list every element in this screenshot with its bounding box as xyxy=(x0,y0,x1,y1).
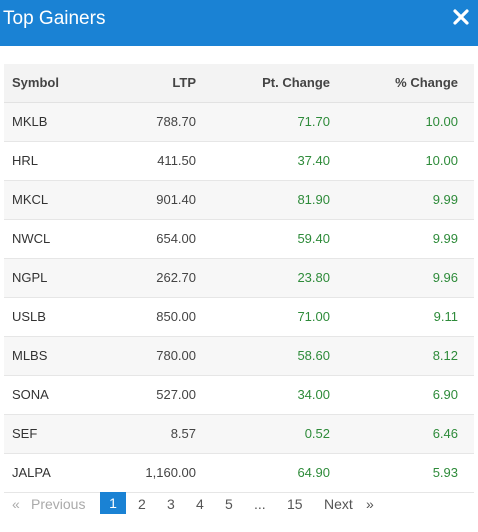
cell-pct-change: 6.46 xyxy=(432,426,458,441)
table-row[interactable]: USLB 850.00 71.00 9.11 xyxy=(4,297,474,336)
table-row[interactable]: NGPL 262.70 23.80 9.96 xyxy=(4,258,474,297)
page-link-1[interactable]: 1 xyxy=(100,492,126,514)
cell-pt-change: 58.60 xyxy=(297,348,330,363)
cell-pt-change: 71.00 xyxy=(297,309,330,324)
column-header-pct-change[interactable]: % Change xyxy=(338,64,474,103)
cell-pct-change: 10.00 xyxy=(425,153,458,168)
last-page-link[interactable]: » xyxy=(366,496,374,512)
cell-ltp: 1,160.00 xyxy=(145,465,196,480)
cell-symbol: HRL xyxy=(12,153,39,168)
close-icon[interactable] xyxy=(452,8,470,26)
cell-pt-change: 71.70 xyxy=(297,114,330,129)
cell-symbol: SEF xyxy=(12,426,38,441)
table-row[interactable]: MKLB 788.70 71.70 10.00 xyxy=(4,102,474,141)
cell-symbol: MKLB xyxy=(12,114,48,129)
cell-symbol: MLBS xyxy=(12,348,48,363)
page-link-15[interactable]: 15 xyxy=(287,496,303,512)
cell-pct-change: 9.11 xyxy=(433,309,458,324)
pagination-ellipsis: ... xyxy=(254,496,266,512)
table-header-row: Symbol LTP Pt. Change % Change xyxy=(4,64,474,103)
previous-page-link[interactable]: Previous xyxy=(31,496,86,512)
table-row[interactable]: MKCL 901.40 81.90 9.99 xyxy=(4,180,474,219)
table-row[interactable]: NWCL 654.00 59.40 9.99 xyxy=(4,219,474,258)
table-row[interactable]: JALPA 1,160.00 64.90 5.93 xyxy=(4,453,474,492)
page-link-4[interactable]: 4 xyxy=(196,496,204,512)
cell-pct-change: 9.99 xyxy=(432,192,458,207)
table-row[interactable]: MLBS 780.00 58.60 8.12 xyxy=(4,336,474,375)
cell-ltp: 901.40 xyxy=(156,192,196,207)
cell-pct-change: 9.96 xyxy=(432,270,458,285)
pagination: « Previous 1 2 3 4 5 ... 15 Next » xyxy=(4,492,474,516)
cell-pct-change: 5.93 xyxy=(432,465,458,480)
cell-pt-change: 0.52 xyxy=(304,426,330,441)
cell-pt-change: 81.90 xyxy=(297,192,330,207)
cell-symbol: MKCL xyxy=(12,192,49,207)
page-link-5[interactable]: 5 xyxy=(225,496,233,512)
modal-header: Top Gainers xyxy=(0,0,478,46)
cell-symbol: USLB xyxy=(12,309,46,324)
table-row[interactable]: SEF 8.57 0.52 6.46 xyxy=(4,414,474,453)
column-header-pt-change[interactable]: Pt. Change xyxy=(204,64,338,103)
cell-ltp: 411.50 xyxy=(157,153,196,168)
cell-pt-change: 37.40 xyxy=(297,153,330,168)
cell-pct-change: 10.00 xyxy=(425,114,458,129)
table-row[interactable]: SONA 527.00 34.00 6.90 xyxy=(4,375,474,414)
cell-pt-change: 59.40 xyxy=(297,231,330,246)
cell-pt-change: 34.00 xyxy=(297,387,330,402)
cell-ltp: 8.57 xyxy=(170,426,196,441)
column-header-symbol[interactable]: Symbol xyxy=(4,64,104,103)
next-page-link[interactable]: Next xyxy=(324,496,353,512)
cell-symbol: JALPA xyxy=(12,465,51,480)
cell-pct-change: 9.99 xyxy=(432,231,458,246)
cell-ltp: 262.70 xyxy=(156,270,196,285)
first-page-link[interactable]: « xyxy=(12,496,20,512)
page-link-2[interactable]: 2 xyxy=(138,496,146,512)
cell-pct-change: 8.12 xyxy=(432,348,458,363)
cell-symbol: SONA xyxy=(12,387,49,402)
cell-ltp: 788.70 xyxy=(156,114,196,129)
cell-ltp: 780.00 xyxy=(156,348,196,363)
cell-pct-change: 6.90 xyxy=(432,387,458,402)
modal-title: Top Gainers xyxy=(3,8,106,29)
cell-ltp: 850.00 xyxy=(156,309,196,324)
page-link-3[interactable]: 3 xyxy=(167,496,175,512)
cell-ltp: 527.00 xyxy=(156,387,196,402)
cell-symbol: NWCL xyxy=(12,231,51,246)
cell-pt-change: 64.90 xyxy=(297,465,330,480)
gainers-table: Symbol LTP Pt. Change % Change MKLB 788.… xyxy=(4,64,474,493)
cell-pt-change: 23.80 xyxy=(297,270,330,285)
column-header-ltp[interactable]: LTP xyxy=(104,64,204,103)
table-row[interactable]: HRL 411.50 37.40 10.00 xyxy=(4,141,474,180)
cell-ltp: 654.00 xyxy=(156,231,196,246)
cell-symbol: NGPL xyxy=(12,270,48,285)
